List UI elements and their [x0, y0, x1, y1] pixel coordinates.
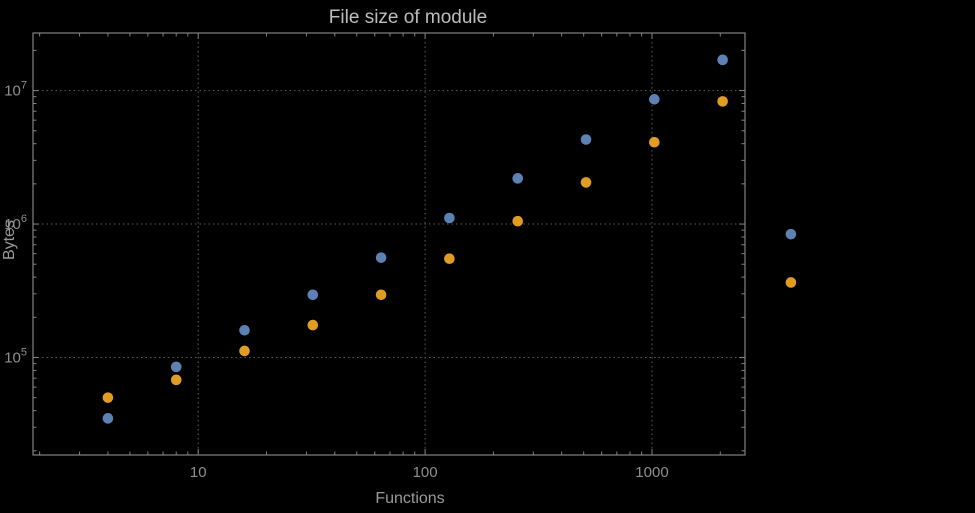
data-point-series-2	[580, 177, 592, 188]
data-point-series-2	[375, 289, 387, 301]
y-tick-label: 106	[4, 213, 27, 233]
frame-rect	[32, 32, 746, 456]
x-tick-label: 100	[413, 464, 438, 481]
data-point-series-1	[580, 134, 592, 145]
data-point-series-2	[717, 96, 728, 107]
data-point-series-1	[717, 54, 728, 66]
axis-ticks	[33, 33, 745, 455]
tick-labels: 10 100 1000 105 106 107	[4, 80, 668, 481]
data-point-series-2	[307, 319, 319, 331]
data-point-series-2	[170, 374, 182, 386]
data-point-series-1	[512, 173, 524, 184]
y-axis-label: Bytes	[1, 220, 18, 260]
data-point-series-2	[102, 392, 114, 403]
data-point-series-1	[170, 361, 182, 373]
data-point-series-1	[649, 94, 660, 105]
data-point-series-1	[785, 228, 797, 240]
y-tick-label: 107	[4, 80, 27, 100]
plot-frame	[32, 32, 746, 456]
data-point-series-1	[307, 289, 319, 301]
data-point-series-2	[785, 277, 797, 288]
data-point-series-1	[444, 212, 455, 224]
x-axis-label: Functions	[375, 490, 444, 507]
data-point-series-1	[239, 324, 250, 336]
x-tick-label: 1000	[635, 464, 668, 481]
data-point-series-2	[444, 253, 455, 264]
data-points	[102, 54, 797, 424]
data-point-series-1	[375, 252, 387, 263]
data-point-series-1	[102, 413, 114, 424]
y-tick-label: 105	[4, 347, 27, 367]
data-point-series-2	[239, 345, 250, 357]
data-point-series-2	[649, 136, 660, 148]
x-tick-label: 10	[190, 464, 207, 481]
chart-title: File size of module	[329, 7, 487, 28]
data-point-series-2	[512, 215, 524, 227]
gridlines	[33, 33, 745, 455]
